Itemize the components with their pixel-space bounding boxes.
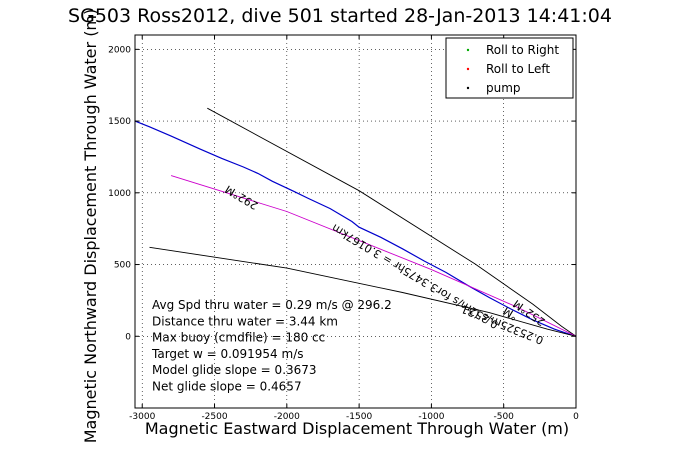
legend-label: Roll to Right	[486, 43, 559, 57]
legend-label: pump	[486, 81, 521, 95]
series-line-1	[134, 120, 577, 337]
stat-line: Target w = 0.091954 m/s	[151, 347, 304, 361]
series-line-2	[207, 107, 577, 337]
legend: Roll to Right Roll to Left pump	[445, 37, 574, 99]
y-tick-label: 1500	[108, 117, 131, 127]
x-tick-label: -500	[493, 412, 514, 422]
chart-title: SG503 Ross2012, dive 501 started 28-Jan-…	[68, 5, 612, 27]
x-tick-label: 0	[573, 412, 579, 422]
series-line-3	[170, 175, 577, 337]
stat-line: Net glide slope = 0.4657	[152, 380, 302, 394]
y-tick-label: 1000	[108, 189, 131, 199]
x-axis-label: Magnetic Eastward Displacement Through W…	[145, 419, 569, 438]
stat-line: Model glide slope = 0.3673	[152, 363, 317, 377]
legend-marker	[466, 48, 470, 52]
x-tick-label: -1500	[346, 412, 372, 422]
axes-frame	[134, 34, 577, 409]
series-line-4	[149, 246, 577, 337]
x-tick-label: -1000	[418, 412, 444, 422]
tick-marks: -3000 -2500 -2000 -1500 -1000 -500 0 0 500 1000 15…	[108, 35, 579, 422]
plot-series	[134, 107, 577, 337]
legend-marker	[466, 67, 470, 71]
y-tick-label: 500	[114, 261, 131, 271]
grid-lines	[135, 35, 577, 408]
y-axis-label: Magnetic Northward Displacement Through …	[81, 9, 100, 444]
x-tick-label: -2500	[201, 412, 227, 422]
stat-line: Max buoy (cmdfile) = 180 cc	[152, 331, 325, 345]
stat-line: Distance thru water = 3.44 km	[152, 314, 338, 328]
stats-text: Avg Spd thru water = 0.29 m/s @ 296.2 Dis…	[151, 298, 392, 394]
stat-line: Avg Spd thru water = 0.29 m/s @ 296.2	[152, 298, 392, 312]
x-tick-label: -2000	[274, 412, 300, 422]
y-tick-label: 2000	[108, 45, 131, 55]
legend-marker	[466, 86, 470, 90]
x-tick-label: -3000	[129, 412, 155, 422]
y-tick-label: 0	[125, 332, 131, 342]
legend-label: Roll to Left	[486, 62, 550, 76]
